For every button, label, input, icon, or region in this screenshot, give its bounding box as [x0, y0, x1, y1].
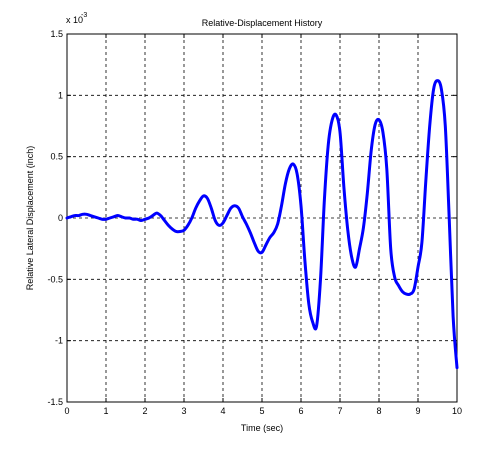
x-tick-label: 4	[220, 406, 225, 416]
series-layer	[65, 79, 459, 370]
y-exponent-power: -3	[81, 12, 87, 19]
x-tick-label: 8	[376, 406, 381, 416]
y-axis-label: Relative Lateral Displacement (inch)	[25, 146, 35, 291]
y-tick-label: -1.5	[47, 397, 63, 407]
x-tick-label: 6	[298, 406, 303, 416]
x-tick-label: 5	[259, 406, 264, 416]
chart-title: Relative-Displacement History	[202, 18, 323, 28]
x-tick-label: 10	[452, 406, 462, 416]
x-tick-label: 1	[103, 406, 108, 416]
y-tick-label: 0.5	[50, 152, 63, 162]
x-tick-labels: 0 1 2 3 4 5 6 7 8 9 10	[64, 406, 462, 416]
y-tick-label: 1.5	[50, 29, 63, 39]
x-tick-label: 3	[181, 406, 186, 416]
x-tick-label: 9	[415, 406, 420, 416]
y-tick-label: 0	[58, 213, 63, 223]
x-tick-label: 0	[64, 406, 69, 416]
y-tick-label: 1	[58, 90, 63, 100]
x-tick-label: 2	[142, 406, 147, 416]
x-axis-label: Time (sec)	[241, 423, 283, 433]
y-exponent-label: x 10	[66, 15, 83, 25]
series-line	[65, 79, 459, 370]
y-tick-labels: -1.5 -1 -0.5 0 0.5 1 1.5	[47, 29, 63, 407]
y-tick-label: -1	[55, 336, 63, 346]
grid-lines	[67, 34, 457, 402]
y-tick-label: -0.5	[47, 274, 63, 284]
x-tick-label: 7	[337, 406, 342, 416]
